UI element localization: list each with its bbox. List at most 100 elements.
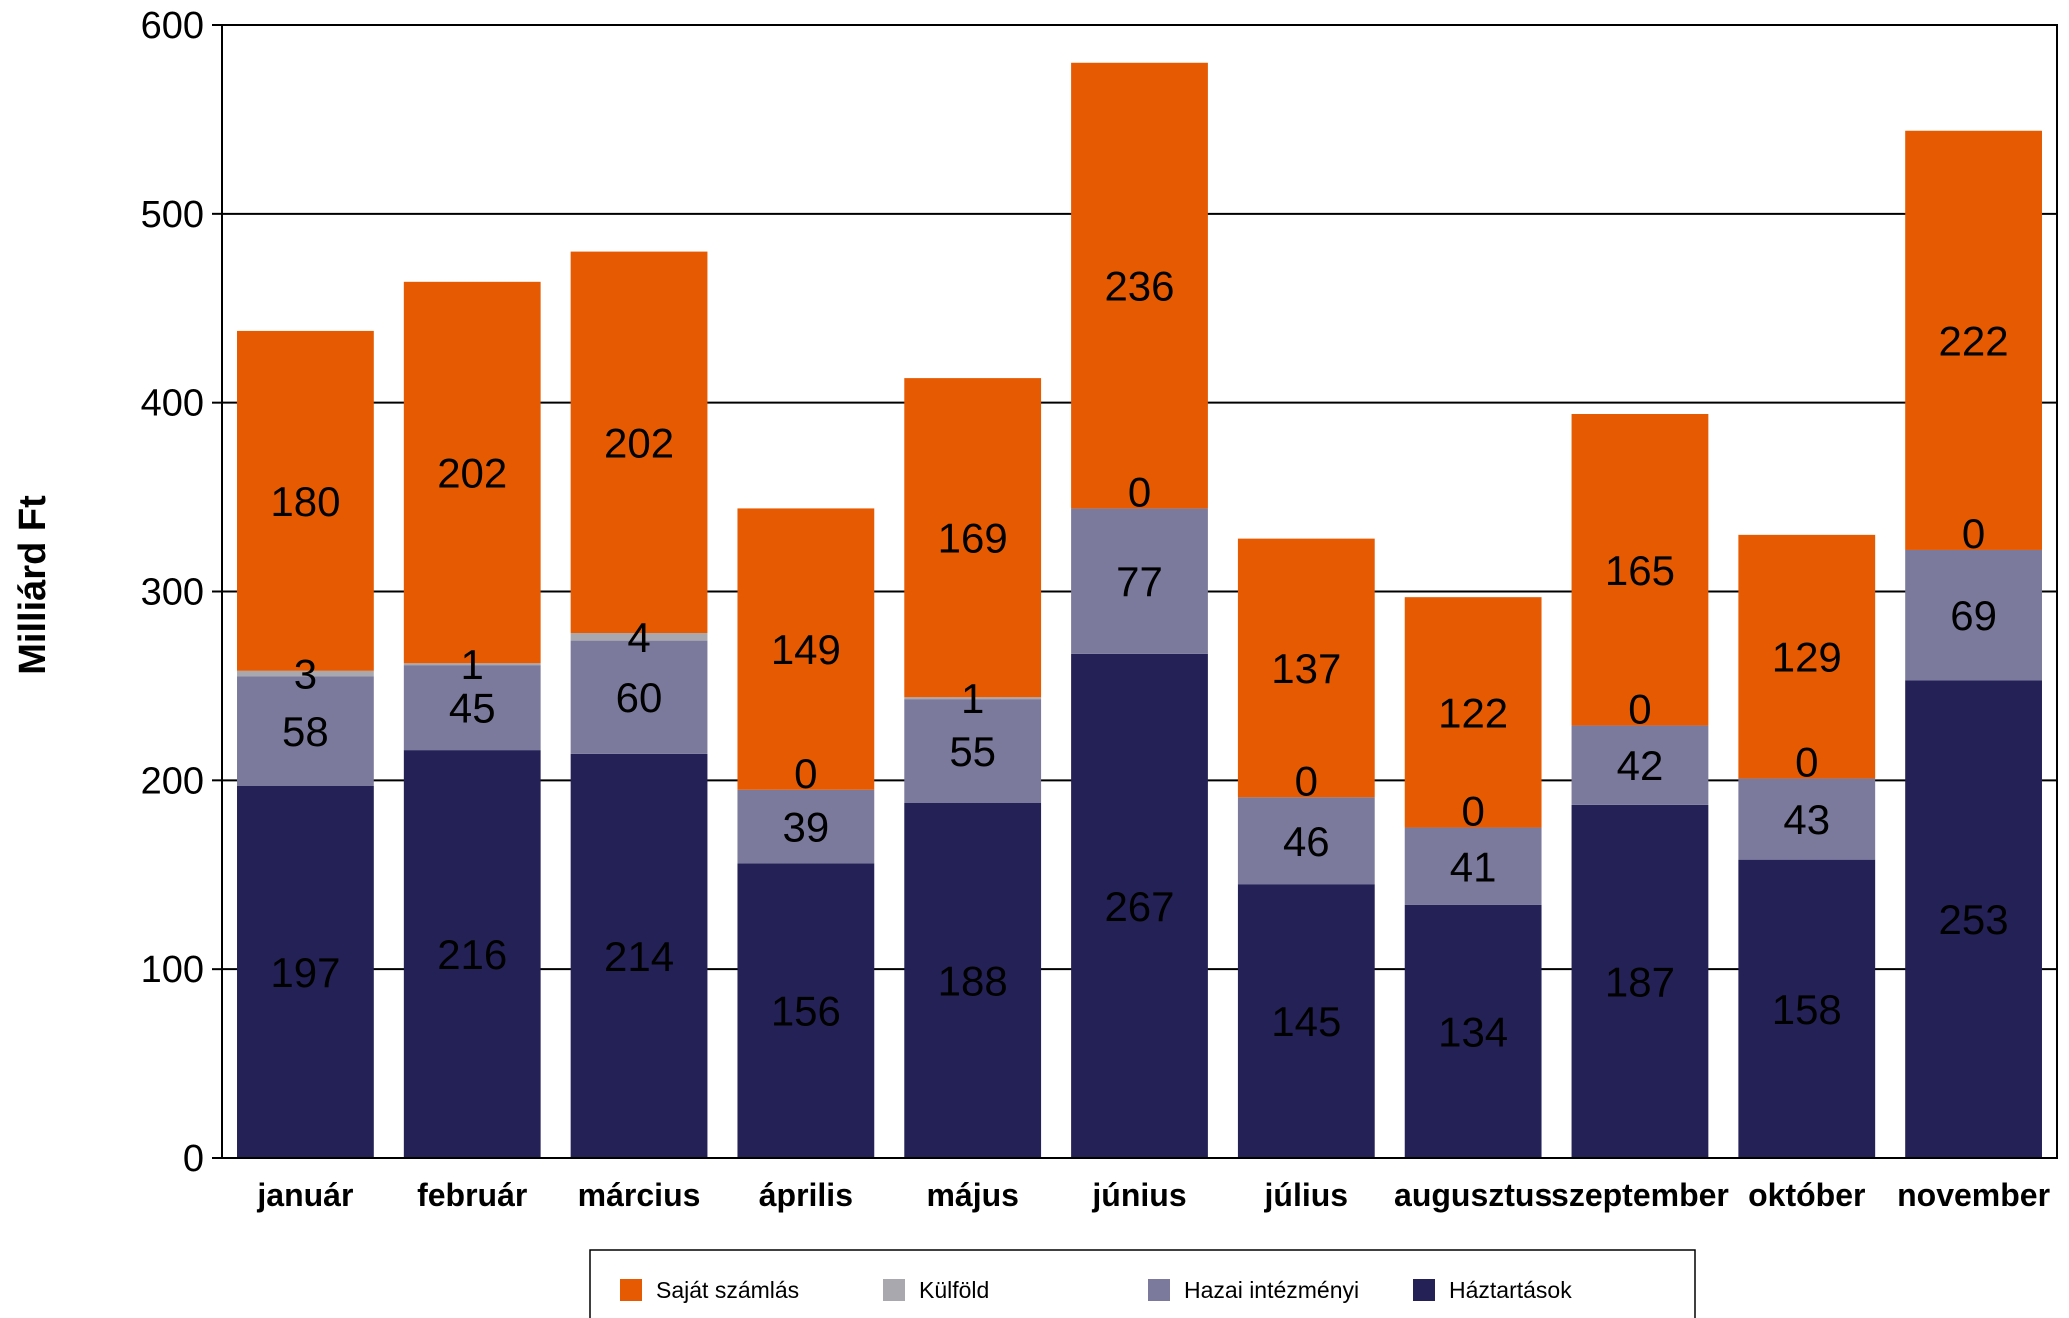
bar-segment	[403, 663, 541, 666]
bar-segment	[1571, 413, 1709, 726]
bar-segment	[1237, 797, 1375, 885]
data-label: 180	[270, 478, 340, 525]
x-tick-label: július	[1264, 1177, 1349, 1213]
bar-segment	[403, 281, 541, 664]
data-label: 134	[1438, 1008, 1508, 1055]
bar-segment	[1237, 538, 1375, 798]
legend-box	[589, 1249, 1696, 1318]
bar-segment	[403, 665, 541, 751]
data-label: 165	[1605, 547, 1675, 594]
data-label: 236	[1104, 263, 1174, 310]
bar-segment	[904, 378, 1042, 698]
data-label: 69	[1950, 592, 1997, 639]
bar-segment	[1071, 653, 1208, 1158]
bar-segment	[237, 330, 374, 671]
x-tick-label: május	[926, 1177, 1018, 1213]
legend-swatch	[620, 1279, 642, 1301]
y-tick-label: 500	[141, 194, 204, 236]
bar-segment	[237, 670, 374, 677]
data-label: 58	[282, 708, 329, 755]
legend-label: Hazai intézményi	[1184, 1277, 1359, 1303]
bar-segment	[1905, 130, 2042, 550]
bar-segment	[1071, 508, 1208, 654]
data-label: 0	[1962, 510, 1985, 557]
data-label: 42	[1617, 742, 1664, 789]
bar-segment	[570, 251, 708, 634]
data-label: 137	[1271, 645, 1341, 692]
data-label: 1	[961, 675, 984, 722]
data-label: 222	[1939, 317, 2009, 364]
data-label: 267	[1104, 883, 1174, 930]
bar-segment	[904, 699, 1042, 803]
data-label: 45	[449, 685, 496, 732]
bar-segment	[403, 750, 541, 1158]
data-label: 156	[771, 988, 841, 1035]
data-label: 197	[270, 949, 340, 996]
bar-segment	[1237, 884, 1375, 1158]
legend-swatch	[1413, 1279, 1435, 1301]
data-label: 202	[437, 450, 507, 497]
legend-label: Külföld	[919, 1277, 989, 1303]
y-tick-label: 600	[141, 5, 204, 47]
legend-label: Saját számlás	[656, 1277, 799, 1303]
y-axis-label: Milliárd Ft	[12, 495, 54, 675]
bar-segment	[737, 863, 875, 1158]
bar-segment	[737, 508, 875, 790]
bar-segment	[1905, 680, 2042, 1158]
y-tick-label: 400	[141, 383, 204, 425]
data-label: 253	[1939, 896, 2009, 943]
data-label: 169	[938, 515, 1008, 562]
data-label: 3	[294, 651, 317, 698]
bar-segment	[1571, 725, 1709, 805]
x-tick-label: augusztus	[1394, 1177, 1552, 1213]
bar-segment	[1905, 549, 2042, 681]
bar-segment	[1738, 534, 1876, 779]
bar-segment	[237, 676, 374, 786]
bar-segment	[237, 785, 374, 1158]
bar-segment	[1571, 804, 1709, 1158]
bar-segment	[1404, 827, 1542, 905]
data-label: 216	[437, 931, 507, 978]
data-label: 1	[461, 641, 484, 688]
bar-segment	[737, 789, 875, 864]
data-label: 0	[1128, 468, 1151, 515]
bar-segment	[570, 640, 708, 754]
y-tick-label: 300	[141, 572, 204, 614]
data-label: 43	[1783, 796, 1830, 843]
data-label: 46	[1283, 818, 1330, 865]
bar-segment	[904, 697, 1042, 700]
bar-segment	[1404, 597, 1542, 828]
x-tick-label: szeptember	[1551, 1177, 1729, 1213]
data-label: 60	[616, 674, 663, 721]
data-label: 0	[1461, 788, 1484, 835]
bar-segment	[904, 802, 1042, 1158]
y-tick-label: 0	[183, 1138, 204, 1180]
bar-segment	[570, 633, 708, 641]
data-label: 39	[783, 804, 830, 851]
data-label: 187	[1605, 958, 1675, 1005]
data-label: 188	[938, 957, 1008, 1004]
legend: Saját számlás Külföld Hazai intézményi Házt…	[589, 1249, 1696, 1318]
data-labels: 1975831802164512022146042021563901491885…	[270, 263, 2008, 1056]
legend-swatch	[883, 1279, 905, 1301]
data-label: 0	[1795, 738, 1818, 785]
data-label: 158	[1772, 986, 1842, 1033]
data-label: 41	[1450, 843, 1497, 890]
y-tick-label: 100	[141, 949, 204, 991]
x-tick-label: november	[1897, 1177, 2050, 1213]
data-label: 0	[1295, 757, 1318, 804]
bar-segment	[1738, 778, 1876, 860]
legend-label: Háztartások	[1449, 1277, 1572, 1303]
x-tick-label: január	[256, 1177, 353, 1213]
data-label: 214	[604, 933, 674, 980]
y-tick-label: 200	[141, 760, 204, 802]
x-tick-label: február	[417, 1177, 527, 1213]
bar-segment	[1071, 62, 1208, 509]
bar-segment	[1404, 904, 1542, 1158]
data-label: 122	[1438, 689, 1508, 736]
x-tick-label: március	[578, 1177, 701, 1213]
x-tick-label: június	[1091, 1177, 1186, 1213]
x-tick-label: április	[759, 1177, 853, 1213]
